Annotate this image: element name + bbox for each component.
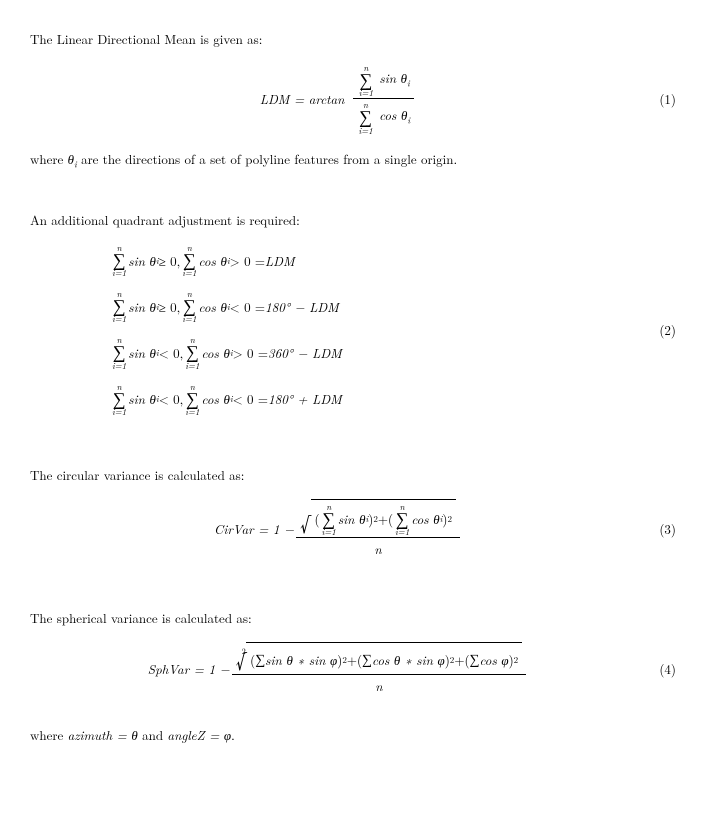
t1: sin θ ∗ sin φ xyxy=(265,650,337,669)
lt0: < 0 = xyxy=(233,389,268,408)
equation-1: LDM = arctan n ∑ i=1 sin θi n ∑ i=1 xyxy=(30,62,676,135)
r4: 180° + LDM xyxy=(268,389,342,408)
eq3-number: (3) xyxy=(646,519,676,538)
eq1-lhs: LDM = arctan xyxy=(260,89,345,108)
plus: + xyxy=(378,509,388,528)
para-theta-desc: where θi are the directions of a set of … xyxy=(30,150,676,171)
s: i=1 xyxy=(185,407,199,416)
equation-2: n∑i=1 sin θi ≥ 0, n∑i=1 cos θi > 0 = LDM… xyxy=(30,243,676,416)
sub-i: i xyxy=(407,114,410,127)
eq3-lhs: CirVar = 1 − xyxy=(214,519,294,538)
s: i=1 xyxy=(185,361,199,370)
sum-bot: i=1 xyxy=(358,126,372,135)
eq2-number: (2) xyxy=(646,320,676,339)
cos: cos θ xyxy=(411,509,439,528)
r1: LDM xyxy=(265,251,295,270)
sub: i xyxy=(440,512,443,525)
lt0: < 0 = xyxy=(230,297,265,316)
s: i=1 xyxy=(112,314,126,323)
t2: cos θ ∗ sin φ xyxy=(372,650,445,669)
para-cirvar: The circular variance is calculated as: xyxy=(30,466,676,484)
sum-bot: i=1 xyxy=(359,88,373,97)
r2: 180° − LDM xyxy=(265,297,339,316)
cos: cos θ xyxy=(199,251,227,270)
sin: sin θ xyxy=(128,389,156,408)
p2c: are the directions of a set of polyline … xyxy=(77,149,457,168)
eq1-number: (1) xyxy=(646,89,676,108)
s: i=1 xyxy=(182,314,196,323)
p6b: azimuth = θ xyxy=(68,725,138,744)
eq4-lhs: SphVar = 1 − xyxy=(148,659,230,678)
para-where: where azimuth = θ and angleZ = φ. xyxy=(30,726,676,744)
p6d: angleZ = φ xyxy=(167,725,231,744)
den: n xyxy=(370,538,385,559)
sq: 2 xyxy=(514,653,519,666)
sin: sin θ xyxy=(128,251,156,270)
p2a: where xyxy=(30,149,68,168)
eq1-num-term: sin θ xyxy=(379,68,407,87)
s: i=1 xyxy=(112,407,126,416)
lt: < 0, xyxy=(159,389,184,408)
s: i=1 xyxy=(395,527,409,536)
sin: sin θ xyxy=(338,509,366,528)
sub-i: i xyxy=(407,77,410,90)
sin: sin θ xyxy=(128,343,156,362)
den: n xyxy=(371,675,386,696)
plus: + xyxy=(454,650,464,669)
equation-4: SphVar = 1 − 2 √ (∑ sin θ ∗ sin φ)2 + (∑… xyxy=(30,641,676,696)
p6c: and xyxy=(138,725,168,744)
s: i=1 xyxy=(112,361,126,370)
p6a: where xyxy=(30,725,68,744)
eq4-number: (4) xyxy=(646,659,676,678)
s: i=1 xyxy=(112,268,126,277)
p6e: . xyxy=(231,725,235,744)
para-quadrant: An additional quadrant adjustment is req… xyxy=(30,211,676,229)
gt: > 0 = xyxy=(230,251,265,270)
t3: cos φ xyxy=(479,650,508,669)
s: i=1 xyxy=(182,268,196,277)
cos: cos θ xyxy=(202,343,230,362)
lt: < 0, xyxy=(159,343,184,362)
sin: sin θ xyxy=(128,297,156,316)
ge: ≥ 0, xyxy=(159,297,181,316)
sub: i xyxy=(366,512,369,525)
gt: > 0 = xyxy=(233,343,268,362)
r3: 360° − LDM xyxy=(268,343,342,362)
s: i=1 xyxy=(322,527,336,536)
cos: cos θ xyxy=(202,389,230,408)
para-ldm-intro: The Linear Directional Mean is given as: xyxy=(30,30,676,48)
eq1-den-term: cos θ xyxy=(379,105,407,124)
ge: ≥ 0, xyxy=(159,251,181,270)
plus: + xyxy=(347,650,357,669)
cos: cos θ xyxy=(199,297,227,316)
equation-3: CirVar = 1 − √ (n∑i=1 sin θi)2 + (n∑i=1 … xyxy=(30,498,676,559)
para-sphvar: The spherical variance is calculated as: xyxy=(30,609,676,627)
sq: 2 xyxy=(447,512,452,525)
